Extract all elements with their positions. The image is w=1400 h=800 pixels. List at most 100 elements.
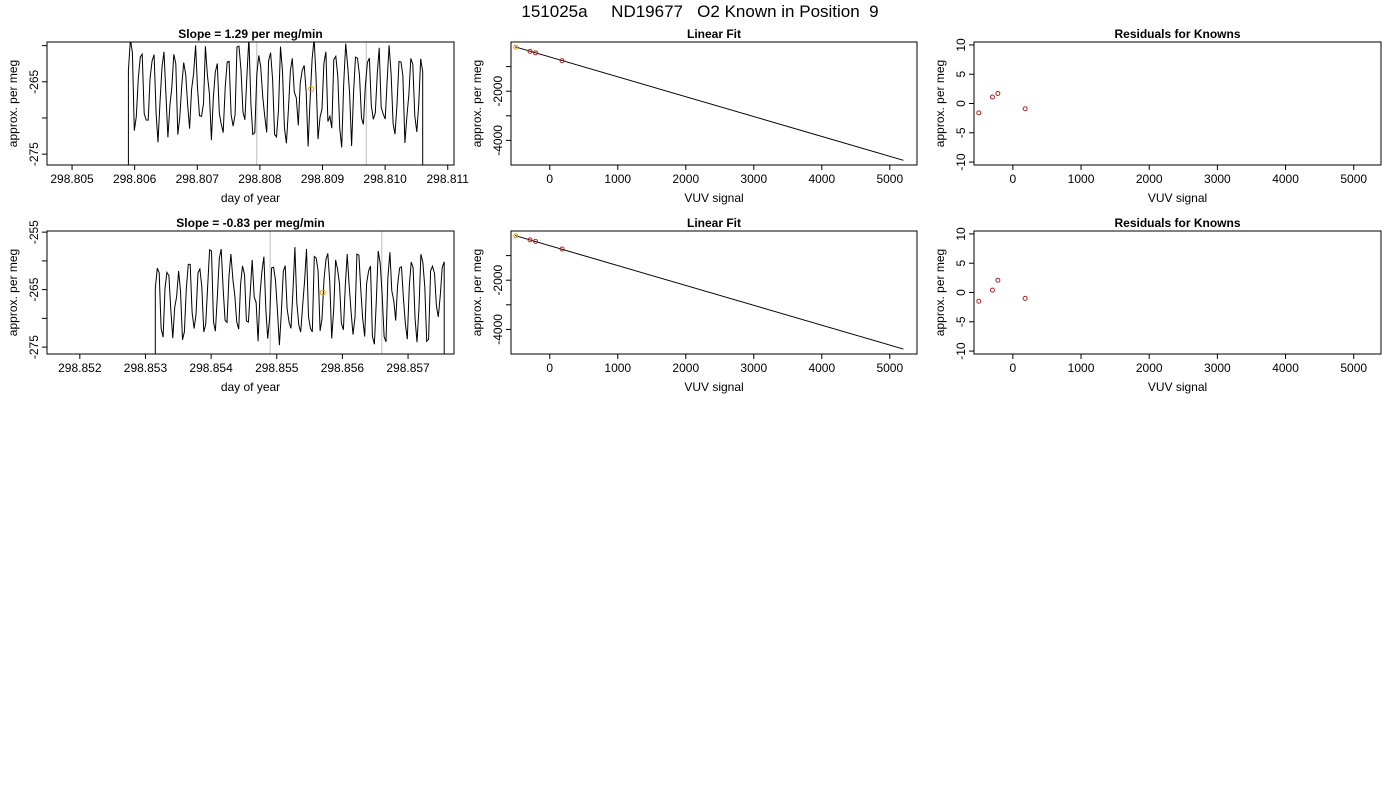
- page-title: 151025a ND19677 O2 Known in Position 9: [521, 2, 879, 21]
- signal-trace: [127, 42, 424, 165]
- x-tick-label: 0: [1010, 172, 1017, 186]
- chart-title: Linear Fit: [687, 216, 741, 230]
- data-point: [513, 44, 519, 50]
- data-point: [532, 50, 538, 56]
- x-tick-label: 3000: [1204, 172, 1231, 186]
- x-axis-label: day of year: [221, 191, 280, 205]
- x-tick-label: 0: [546, 172, 553, 186]
- y-tick-label: -2000: [491, 76, 505, 107]
- chart-title: Residuals for Knowns: [1114, 216, 1240, 230]
- chart-panel-3: Residuals for Knowns 0 1000 2000 3000 4000 500…: [933, 27, 1382, 205]
- y-tick-label: -265: [27, 277, 41, 301]
- x-tick-label: 298.811: [426, 172, 469, 186]
- plot-frame: [510, 230, 918, 355]
- plot-area: [976, 91, 1028, 116]
- data-point: [995, 91, 1001, 97]
- chart-title: Residuals for Knowns: [1114, 27, 1240, 41]
- plot-frame: [973, 230, 1382, 355]
- y-tick-label: -5: [954, 127, 968, 138]
- highlight-point: [308, 86, 315, 93]
- data-point: [995, 277, 1001, 283]
- y-tick-label: 0: [954, 289, 968, 296]
- x-tick-label: 5000: [1340, 172, 1367, 186]
- plot-frame: [510, 41, 918, 166]
- data-point: [976, 110, 982, 116]
- plot-area: [513, 233, 904, 350]
- data-point: [1022, 106, 1028, 112]
- x-tick-label: 1000: [1068, 361, 1095, 375]
- x-tick-label: 1000: [604, 172, 631, 186]
- y-tick-label: 0: [954, 100, 968, 107]
- x-tick-label: 2000: [1136, 361, 1163, 375]
- x-axis-label: VUV signal: [1148, 380, 1207, 394]
- x-tick-label: 298.807: [176, 172, 220, 186]
- chart-panel-4: Slope = -0.83 per meg/min 298.852 298.853 2…: [6, 216, 455, 394]
- data-point: [527, 48, 533, 54]
- x-tick-label: 3000: [740, 172, 767, 186]
- plot-frame: [46, 230, 455, 355]
- plot-frame: [973, 41, 1382, 166]
- x-tick-label: 5000: [1340, 361, 1367, 375]
- x-tick-label: 4000: [1272, 361, 1299, 375]
- chart-title: Linear Fit: [687, 27, 741, 41]
- signal-trace: [154, 247, 445, 354]
- plot-area: [154, 231, 445, 354]
- plot-area: [513, 44, 904, 161]
- x-axis-label: day of year: [221, 380, 280, 394]
- x-tick-label: 298.806: [113, 172, 157, 186]
- x-tick-label: 298.808: [238, 172, 282, 186]
- x-tick-label: 4000: [808, 172, 835, 186]
- data-point: [989, 287, 995, 293]
- x-tick-label: 1000: [604, 361, 631, 375]
- x-axis-label: VUV signal: [1148, 191, 1207, 205]
- x-tick-label: 298.855: [255, 361, 299, 375]
- x-tick-label: 4000: [808, 361, 835, 375]
- chart-panel-6: Residuals for Knowns 0 1000 2000 3000 4000 500…: [933, 216, 1382, 394]
- fit-line: [514, 46, 904, 161]
- x-tick-label: 298.854: [189, 361, 233, 375]
- y-tick-label: -4000: [491, 125, 505, 156]
- x-axis-label: VUV signal: [684, 380, 743, 394]
- data-point: [1022, 295, 1028, 301]
- data-point: [976, 298, 982, 304]
- x-tick-label: 298.857: [386, 361, 430, 375]
- y-tick-label: -275: [27, 335, 41, 359]
- y-axis-label: approx. per meg: [470, 249, 484, 336]
- data-point: [559, 58, 565, 64]
- y-tick-label: -2000: [491, 265, 505, 296]
- plot-area: [976, 277, 1028, 304]
- data-point: [532, 238, 538, 244]
- chart-panel-5: Linear Fit 0 1000 2000 3000 4000 5000 -4000 -200…: [470, 216, 918, 394]
- x-tick-label: 298.852: [58, 361, 102, 375]
- x-tick-label: 1000: [1068, 172, 1095, 186]
- y-tick-label: 10: [954, 38, 968, 52]
- y-tick-label: -265: [27, 69, 41, 93]
- x-tick-label: 5000: [876, 361, 903, 375]
- plot-area: [127, 42, 424, 165]
- y-tick-label: 5: [954, 71, 968, 78]
- highlight-point: [319, 289, 326, 296]
- x-tick-label: 0: [1010, 361, 1017, 375]
- x-tick-label: 298.810: [363, 172, 407, 186]
- y-tick-label: -255: [27, 220, 41, 244]
- y-axis-label: approx. per meg: [6, 249, 20, 336]
- x-tick-label: 298.805: [50, 172, 94, 186]
- data-point: [559, 246, 565, 252]
- y-axis-label: approx. per meg: [933, 60, 947, 147]
- x-tick-label: 3000: [1204, 361, 1231, 375]
- chart-title: Slope = 1.29 per meg/min: [178, 27, 322, 41]
- x-tick-label: 0: [546, 361, 553, 375]
- y-tick-label: -4000: [491, 314, 505, 345]
- y-tick-label: 5: [954, 260, 968, 267]
- y-tick-label: -5: [954, 316, 968, 327]
- y-axis-label: approx. per meg: [6, 60, 20, 147]
- x-tick-label: 3000: [740, 361, 767, 375]
- plot-frame: [46, 41, 455, 166]
- x-tick-label: 2000: [672, 172, 699, 186]
- x-tick-label: 298.856: [321, 361, 365, 375]
- y-tick-label: -275: [27, 142, 41, 166]
- data-point: [513, 233, 519, 239]
- x-axis-label: VUV signal: [684, 191, 743, 205]
- y-axis-label: approx. per meg: [470, 60, 484, 147]
